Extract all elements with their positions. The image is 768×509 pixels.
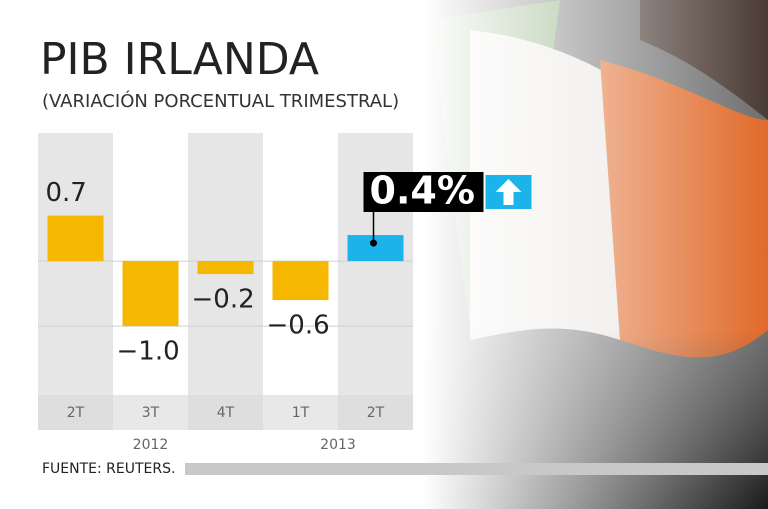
bar [197, 261, 254, 275]
column-band [188, 133, 263, 430]
value-label: −0.6 [267, 311, 330, 341]
x-tick-label: 3T [142, 405, 160, 421]
x-tick-label: 1T [292, 405, 310, 421]
x-tick-label: 4T [217, 405, 235, 421]
chart-subtitle: (VARIACIÓN PORCENTUAL TRIMESTRAL) [42, 90, 399, 112]
value-label: 0.4% [370, 169, 475, 213]
value-label: −1.0 [117, 337, 180, 367]
bar [122, 261, 179, 327]
bar [272, 261, 329, 301]
period-label: 2013 [320, 437, 356, 453]
up-arrow [495, 179, 522, 205]
chart-title: PIB IRLANDA [40, 34, 319, 85]
callout-dot [370, 239, 377, 247]
bar [347, 235, 404, 262]
bar [47, 215, 104, 262]
category-row [38, 395, 413, 430]
period-label: 2012 [133, 437, 169, 453]
source: FUENTE: REUTERS. [42, 461, 175, 477]
value-label-box [363, 172, 484, 212]
value-label: 0.7 [46, 178, 87, 208]
x-tick-label: 2T [67, 405, 85, 421]
source-bar [185, 463, 768, 475]
column-band [38, 133, 113, 430]
value-label: −0.2 [192, 285, 255, 315]
x-tick-label: 2T [367, 405, 385, 421]
